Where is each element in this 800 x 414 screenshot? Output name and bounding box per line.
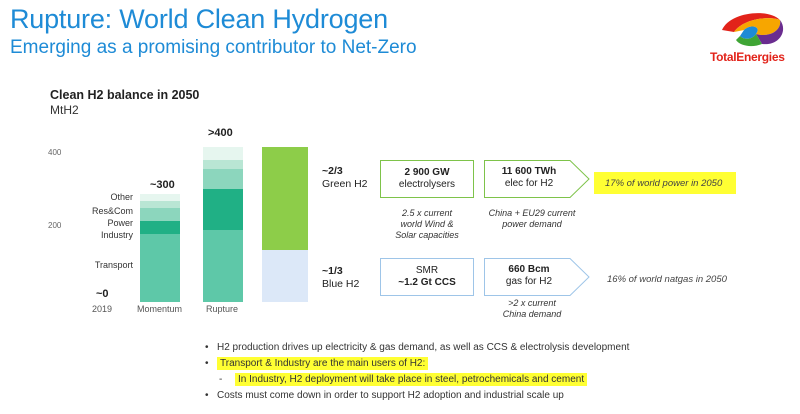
electrolysers-note-line-1: 2.5 x current: [401, 208, 453, 218]
bullet-dot-icon: •: [205, 390, 209, 401]
elec-arrow-box: [484, 160, 590, 198]
bullet-text: H2 production drives up electricity & ga…: [217, 342, 630, 353]
bar-segment-momentum-other: [140, 194, 180, 202]
segment-label-industry: Industry: [100, 230, 133, 240]
elec-note-line-1: China + EU29 current: [488, 208, 576, 218]
bar-top-label-momentum: ~300: [150, 179, 175, 191]
electrolysers-value: 2 900 GW: [404, 167, 450, 178]
segment-label-transport: Transport: [94, 260, 133, 270]
blue-label: Blue H2: [322, 278, 360, 290]
x-label-2019: 2019: [92, 304, 113, 314]
logo-wordmark: TotalEnergies: [710, 50, 785, 64]
sub-bullet-item: - In Industry, H2 deployment will take pl…: [205, 372, 629, 388]
chart-unit: MtH2: [50, 103, 79, 117]
gas-arrow-box: [484, 258, 590, 296]
highlight-marker: [594, 172, 736, 194]
electrolysers-note-line-2: world Wind &: [400, 219, 454, 229]
segment-label-power: Power: [107, 218, 133, 228]
bar-segment-rupture-industry: [203, 188, 243, 230]
page-title: Rupture: World Clean Hydrogen: [10, 4, 388, 34]
bullet-item: • H2 production drives up electricity & g…: [205, 340, 629, 356]
electrolysers-note-line-3: Solar capacities: [395, 230, 459, 240]
green-share-block: ~2/3 Green H2: [322, 165, 368, 191]
y-tick-200: 200: [48, 221, 62, 230]
segment-label-rescom: Res&Com: [91, 206, 133, 216]
bar-segment-rupture-power: [203, 168, 243, 189]
gas-arrow-text: 660 Bcm gas for H2: [484, 264, 574, 288]
dash-icon: -: [219, 374, 223, 385]
bar-segment-momentum-industry: [140, 221, 180, 234]
blue-share-block: ~1/3 Blue H2: [322, 265, 359, 291]
bar-top-label-rupture: >400: [208, 127, 233, 139]
bar-segment-rupture-other: [203, 147, 243, 160]
smr-box: SMR ~1.2 Gt CCS: [380, 258, 474, 296]
x-label-momentum: Momentum: [137, 304, 183, 314]
bar-segment-momentum-rescom: [140, 201, 180, 209]
green-label: Green H2: [322, 178, 368, 190]
world-power-note: 17% of world power in 2050: [605, 178, 723, 189]
x-label-rupture: Rupture: [206, 304, 239, 314]
electrolysers-box: 2 900 GW electrolysers: [380, 160, 474, 198]
gas-text: gas for H2: [505, 276, 553, 287]
supply-green-segment: [262, 147, 308, 251]
bar-segment-rupture-transport: [203, 230, 243, 302]
blue-share: ~1/3: [322, 265, 343, 277]
world-natgas-note: 16% of world natgas in 2050: [607, 274, 727, 285]
smr-text: ~1.2 Gt CCS: [398, 277, 456, 288]
supply-blue-segment: [262, 250, 308, 302]
y-tick-400: 400: [48, 148, 62, 157]
bar-segment-momentum-transport: [140, 233, 180, 302]
bullet-dot-icon: •: [205, 358, 209, 369]
sub-bullet-text-highlighted: In Industry, H2 deployment will take pla…: [235, 373, 588, 386]
bullet-item: • Transport & Industry are the main users…: [205, 356, 629, 372]
page-subtitle: Emerging as a promising contributor to N…: [10, 37, 417, 58]
totalenergies-logo: [722, 13, 784, 47]
bullet-item: • Costs must come down in order to suppor…: [205, 388, 629, 404]
bar-top-label-2019: ~0: [96, 288, 109, 300]
gas-note-line-2: China demand: [502, 309, 562, 319]
electrolysers-note: 2.5 x current world Wind & Solar capacit…: [380, 208, 474, 241]
bullet-list: • H2 production drives up electricity & g…: [205, 340, 629, 404]
elec-text: elec for H2: [504, 178, 554, 189]
bullet-dot-icon: •: [205, 342, 209, 353]
bullet-text: Costs must come down in order to support…: [217, 390, 564, 401]
chart-title: Clean H2 balance in 2050: [50, 88, 200, 102]
elec-note: China + EU29 current power demand: [476, 208, 588, 230]
bar-segment-momentum-power: [140, 208, 180, 221]
segment-label-other: Other: [110, 192, 133, 202]
elec-value: 11 600 TWh: [501, 166, 557, 177]
smr-value: SMR: [415, 265, 439, 276]
gas-value: 660 Bcm: [508, 264, 550, 275]
bullet-text-highlighted: Transport & Industry are the main users …: [217, 357, 429, 370]
bar-segment-rupture-rescom: [203, 159, 243, 169]
electrolysers-text: electrolysers: [398, 179, 456, 190]
elec-arrow-text: 11 600 TWh elec for H2: [484, 166, 574, 190]
green-share: ~2/3: [322, 165, 343, 177]
gas-note: >2 x current China demand: [476, 298, 588, 320]
elec-note-line-2: power demand: [502, 219, 562, 229]
gas-note-line-1: >2 x current: [508, 298, 556, 308]
